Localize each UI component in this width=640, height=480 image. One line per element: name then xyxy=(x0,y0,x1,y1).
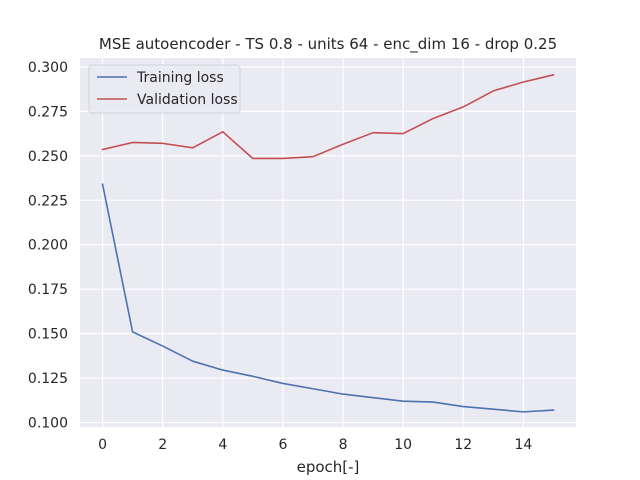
x-tick-label: 10 xyxy=(394,437,412,453)
tick-labels: 0 2 4 6 8 10 12 14 0.100 0.125 0.150 0.175 0.200 0.22… xyxy=(28,60,532,453)
x-tick-label: 4 xyxy=(218,437,227,453)
y-tick-label: 0.150 xyxy=(28,327,68,343)
series-line-validation-loss xyxy=(101,73,555,160)
legend: Training loss Validation loss xyxy=(88,64,241,114)
legend-entry-label: Training loss xyxy=(136,70,224,86)
x-axis-label: epoch[-] xyxy=(297,458,360,476)
series-lines xyxy=(101,73,555,413)
x-tick-label: 0 xyxy=(98,437,107,453)
x-tick-label: 12 xyxy=(454,437,472,453)
y-tick-label: 0.125 xyxy=(28,371,68,387)
x-tick-label: 14 xyxy=(514,437,532,453)
y-tick-label: 0.200 xyxy=(28,238,68,254)
y-tick-label: 0.275 xyxy=(28,104,68,120)
x-tick-label: 6 xyxy=(278,437,287,453)
y-tick-label: 0.225 xyxy=(28,193,68,209)
y-tick-label: 0.300 xyxy=(28,60,68,76)
y-tick-label: 0.100 xyxy=(28,416,68,432)
x-tick-label: 2 xyxy=(158,437,167,453)
y-tick-label: 0.250 xyxy=(28,149,68,165)
x-tick-label: 8 xyxy=(339,437,348,453)
legend-entry-label: Validation loss xyxy=(137,92,238,108)
series-line-training-loss xyxy=(101,183,555,413)
grid xyxy=(80,58,576,427)
chart-title: MSE autoencoder - TS 0.8 - units 64 - en… xyxy=(99,35,557,54)
y-tick-label: 0.175 xyxy=(28,282,68,298)
